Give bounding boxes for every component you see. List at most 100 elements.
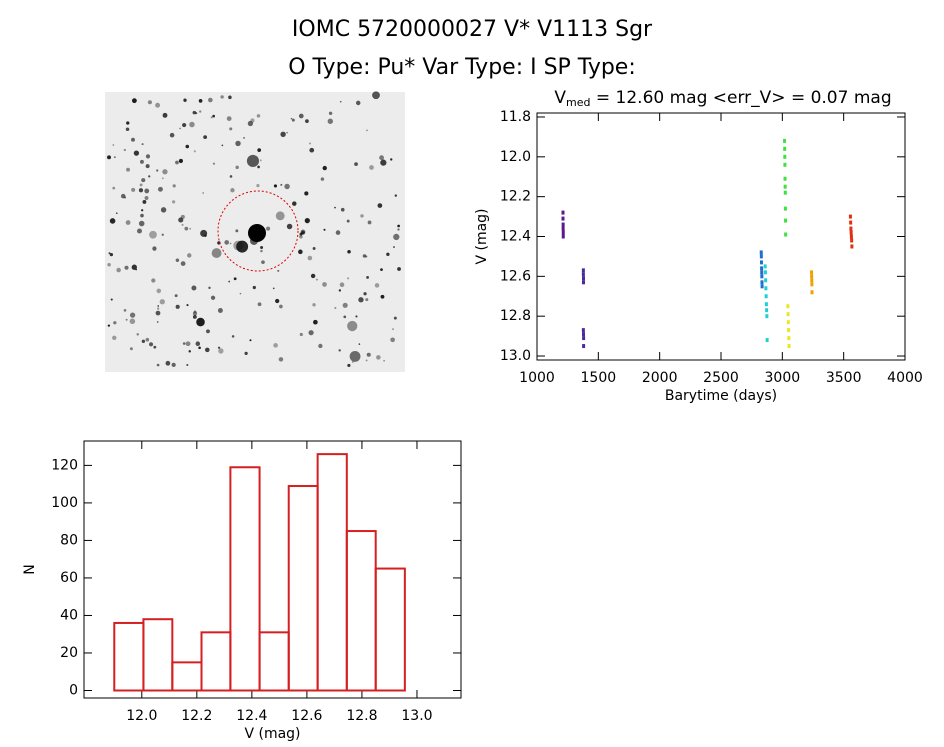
bar [374,567,406,692]
star [367,220,372,225]
point [810,282,814,287]
x-tick-label: 4000 [887,370,923,386]
star [217,308,223,313]
star [124,196,127,199]
star [320,177,325,181]
star [109,253,114,257]
star [182,122,187,128]
star [198,99,203,103]
point [760,270,764,275]
star [244,351,248,355]
star [298,113,304,119]
star [144,196,149,200]
point [787,344,791,349]
star [338,349,341,352]
star [313,319,318,325]
star [141,178,146,183]
star [131,98,137,104]
star [342,302,348,308]
star [273,343,278,348]
star [183,98,187,102]
star [221,144,224,147]
point [783,138,787,143]
star [301,231,305,235]
point [810,278,814,283]
star [377,203,383,208]
star [349,350,361,362]
point [765,308,769,313]
star [156,307,160,310]
point [810,274,814,279]
star [161,177,164,180]
point [764,286,768,291]
star [365,298,369,302]
star [360,214,364,218]
star [334,206,336,209]
star [272,287,275,290]
point [783,154,787,159]
star [335,230,341,235]
star [290,117,293,120]
star [178,158,183,163]
bar [229,466,261,692]
star [126,121,130,125]
star [169,132,175,138]
star [249,339,252,342]
star [229,127,233,131]
plot-frame [536,112,906,361]
star [308,330,314,336]
star [228,95,232,100]
star [347,320,358,332]
star [278,357,284,362]
point [561,216,565,221]
y-tick-label: 12.2 [500,189,531,205]
point [763,270,767,275]
x-tick-label: 12.6 [291,708,322,724]
star [257,148,262,152]
star [299,332,303,337]
star [145,154,151,159]
star [156,321,159,323]
star [235,165,239,170]
star [136,333,140,336]
point [764,278,768,283]
point [786,312,790,317]
point [786,320,790,325]
target-circle [217,190,299,272]
star [172,200,176,204]
star [174,294,178,298]
star [366,276,369,279]
star [355,100,361,106]
star [142,199,147,204]
star [141,143,144,146]
star [394,194,398,197]
point [759,254,763,259]
star [186,363,189,367]
y-tick-label: 100 [51,495,78,511]
star [257,302,262,307]
point [783,162,787,167]
point [760,266,764,271]
star [195,341,201,346]
star [304,191,309,196]
title-text: = 12.60 mag <err_V> = 0.07 mag [590,88,891,108]
title-subscript: med [566,96,590,109]
star [147,100,152,105]
y-tick-label: 40 [60,607,78,623]
x-tick-label: 1500 [581,370,617,386]
bar [316,453,348,692]
star [280,131,286,137]
star [148,342,154,347]
star [339,100,342,103]
star [307,255,313,261]
star [286,131,288,134]
point [759,260,763,265]
star [279,304,283,309]
star [208,286,211,290]
star [126,167,131,172]
point [581,332,585,337]
star [328,111,333,115]
point [561,210,565,215]
star [286,223,293,230]
